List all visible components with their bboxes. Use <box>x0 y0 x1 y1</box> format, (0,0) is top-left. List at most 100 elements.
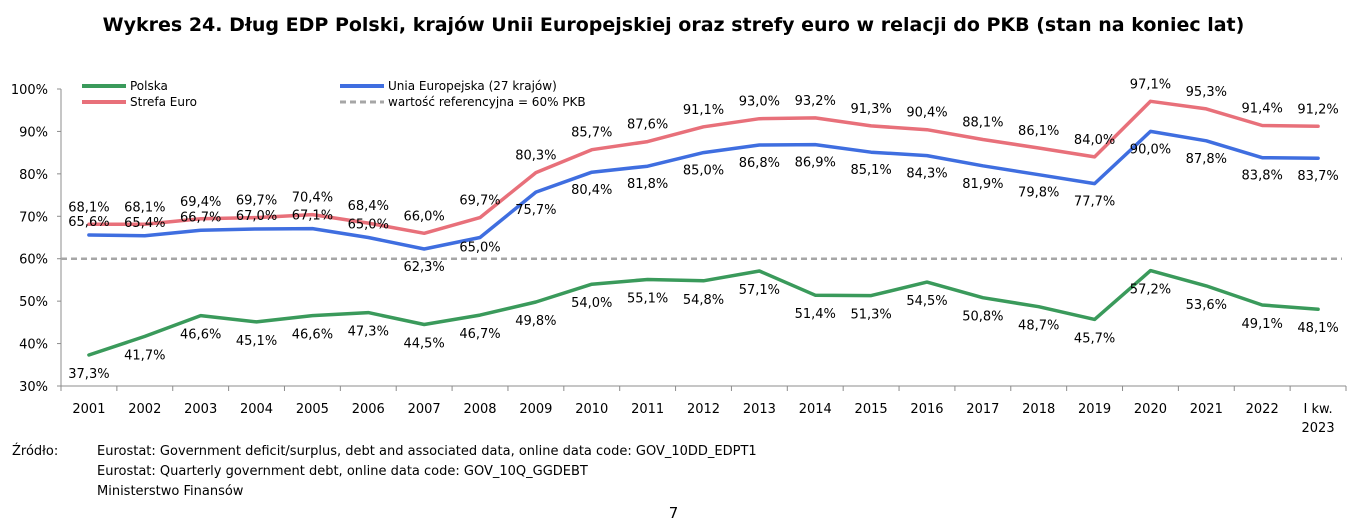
x-tick-label: 2003 <box>184 402 217 417</box>
data-label: 81,9% <box>962 177 1003 192</box>
data-label: 90,4% <box>906 106 947 121</box>
x-tick-label: I kw. <box>1304 402 1333 417</box>
x-tick-label: 2012 <box>687 402 720 417</box>
data-label: 53,6% <box>1186 298 1227 313</box>
data-label: 86,8% <box>739 156 780 171</box>
data-label: 37,3% <box>68 367 109 382</box>
data-label: 46,7% <box>459 327 500 342</box>
data-label: 66,7% <box>180 210 221 225</box>
data-label: 54,8% <box>683 293 724 308</box>
data-label: 91,1% <box>683 103 724 118</box>
data-label: 77,7% <box>1074 195 1115 210</box>
data-label: 87,6% <box>627 118 668 133</box>
data-label: 69,7% <box>236 194 277 209</box>
data-label: 46,6% <box>292 328 333 343</box>
data-label: 93,2% <box>795 94 836 109</box>
data-label: 84,0% <box>1074 133 1115 148</box>
data-label: 67,0% <box>236 209 277 224</box>
x-tick-label: 2013 <box>743 402 776 417</box>
data-label: 51,3% <box>850 308 891 323</box>
x-tick-label: 2007 <box>408 402 441 417</box>
data-label: 65,0% <box>348 218 389 233</box>
data-label: 45,1% <box>236 334 277 349</box>
x-tick-label: 2006 <box>352 402 385 417</box>
data-label: 54,5% <box>906 294 947 309</box>
page-number: 7 <box>668 504 679 522</box>
data-label: 45,7% <box>1074 331 1115 346</box>
data-label: 88,1% <box>962 115 1003 130</box>
data-label: 97,1% <box>1130 77 1171 92</box>
x-tick-label: 2019 <box>1078 402 1111 417</box>
data-label: 66,0% <box>403 209 444 224</box>
data-label: 67,1% <box>292 209 333 224</box>
data-label: 75,7% <box>515 203 556 218</box>
data-label: 48,7% <box>1018 319 1059 334</box>
series-line <box>87 99 1320 236</box>
x-tick-label: 2018 <box>1022 402 1055 417</box>
data-label: 57,2% <box>1130 283 1171 298</box>
x-tick-label: 2001 <box>72 402 105 417</box>
data-label: 85,0% <box>683 164 724 179</box>
data-label: 62,3% <box>403 260 444 275</box>
data-label: 79,8% <box>1018 186 1059 201</box>
data-label: 69,4% <box>180 195 221 210</box>
data-label: 90,0% <box>1130 142 1171 157</box>
data-label: 57,1% <box>739 283 780 298</box>
data-label: 70,4% <box>292 191 333 206</box>
data-label: 68,1% <box>68 200 109 215</box>
data-label: 87,8% <box>1186 152 1227 167</box>
data-label: 85,1% <box>850 163 891 178</box>
data-label: 50,8% <box>962 310 1003 325</box>
data-label: 80,3% <box>515 149 556 164</box>
data-label: 86,9% <box>795 156 836 171</box>
data-label: 54,0% <box>571 296 612 311</box>
data-label: 95,3% <box>1186 85 1227 100</box>
data-label: 69,7% <box>459 194 500 209</box>
data-label: 48,1% <box>1297 321 1338 336</box>
y-tick-label: 80% <box>19 168 48 183</box>
data-label: 47,3% <box>348 325 389 340</box>
data-label: 65,4% <box>124 216 165 231</box>
source-line: Ministerstwo Finansów <box>97 484 244 499</box>
y-tick-label: 100% <box>11 83 48 98</box>
x-tick-label: 2020 <box>1134 402 1167 417</box>
y-tick-label: 70% <box>19 210 48 225</box>
data-label: 84,3% <box>906 167 947 182</box>
data-label: 81,8% <box>627 177 668 192</box>
chart-title: Wykres 24. Dług EDP Polski, krajów Unii … <box>102 14 1245 36</box>
x-tick-label: 2011 <box>631 402 664 417</box>
source-line: Eurostat: Government deficit/surplus, de… <box>97 444 757 459</box>
y-tick-label: 50% <box>19 295 48 310</box>
y-tick-label: 30% <box>19 380 48 395</box>
data-label: 46,6% <box>180 328 221 343</box>
series-line <box>87 129 1320 251</box>
y-tick-label: 60% <box>19 253 48 268</box>
data-label: 85,7% <box>571 126 612 141</box>
data-label: 65,0% <box>459 241 500 256</box>
data-label: 80,4% <box>571 183 612 198</box>
x-tick-label: 2017 <box>966 402 999 417</box>
legend-label: Polska <box>130 79 168 93</box>
data-label: 83,8% <box>1242 169 1283 184</box>
series-line <box>87 268 1320 357</box>
legend-label: Strefa Euro <box>130 95 197 109</box>
data-label: 49,8% <box>515 314 556 329</box>
x-tick-label: 2014 <box>799 402 832 417</box>
source-line: Eurostat: Quarterly government debt, onl… <box>97 464 588 479</box>
data-label: 49,1% <box>1242 317 1283 332</box>
legend-label: Unia Europejska (27 krajów) <box>388 79 557 93</box>
source-label: Źródło: <box>12 444 59 459</box>
x-tick-label: 2023 <box>1302 421 1335 436</box>
x-tick-label: 2022 <box>1246 402 1279 417</box>
data-label: 44,5% <box>403 336 444 351</box>
data-label: 91,2% <box>1297 102 1338 117</box>
data-label: 91,4% <box>1242 101 1283 116</box>
x-tick-label: 2002 <box>128 402 161 417</box>
data-label: 93,0% <box>739 95 780 110</box>
x-tick-label: 2008 <box>463 402 496 417</box>
y-tick-label: 90% <box>19 125 48 140</box>
data-label: 91,3% <box>850 102 891 117</box>
x-tick-label: 2021 <box>1190 402 1223 417</box>
x-tick-label: 2009 <box>519 402 552 417</box>
data-label: 51,4% <box>795 307 836 322</box>
